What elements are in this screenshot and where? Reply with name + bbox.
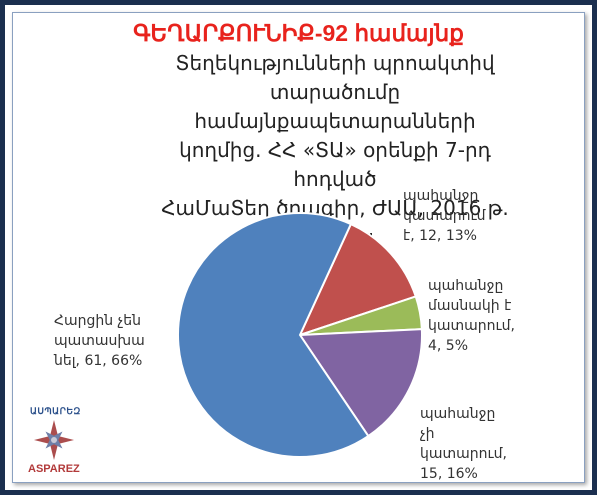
subtitle-line: Տեղեկությունների պրոակտիվ	[175, 51, 495, 75]
pie-slice-no-answer	[177, 212, 370, 458]
slice-label-no-answer: Հարցին չեն պատասխա նել, 61, 66%	[54, 311, 164, 371]
pie-slice-not-fulfills	[298, 328, 423, 438]
logo-armenian-text: ԱՍՊԱՐԵԶ	[30, 406, 81, 416]
slice-label-partial: պահանջը մասնակի է կատարում, 4, 5%	[428, 276, 538, 356]
slice-label-fulfills: պահանջը կատարում է, 12, 13%	[403, 186, 513, 246]
label-line: պահանջը	[403, 188, 479, 204]
label-line: պահանջը	[420, 406, 496, 422]
label-line: է, 12, 13%	[403, 228, 477, 244]
label-line: 15, 16%	[420, 466, 478, 482]
label-line: չի	[420, 426, 435, 442]
label-line: Հարցին չեն	[54, 313, 142, 329]
label-line: կատարում,	[420, 446, 507, 462]
label-line: 4, 5%	[428, 338, 469, 354]
pie-slice-fulfills	[298, 222, 418, 337]
label-line: մասնակի է	[428, 298, 512, 314]
chart-title: ԳԵՂԱՐՔՈՒՆԻՔ-92 համայնք	[133, 20, 464, 46]
label-line: պահանջը	[428, 278, 504, 294]
subtitle-line: կողմից. ՀՀ «ՏԱ» օրենքի 7-րդ հոդված	[179, 138, 491, 191]
label-line: կատարում	[403, 208, 486, 224]
slice-label-not-fulfills: պահանջը չի կատարում, 15, 16%	[420, 404, 530, 484]
label-line: պատասխա	[54, 333, 145, 349]
chart-subtitle: Տեղեկությունների պրոակտիվ տարածումը համա…	[140, 49, 530, 252]
logo-latin-text: ASPAREZ	[28, 463, 80, 475]
label-line: կատարում,	[428, 318, 515, 334]
subtitle-line: տարածումը համայնքապետարանների	[194, 80, 476, 133]
label-line: նել, 61, 66%	[54, 353, 143, 369]
